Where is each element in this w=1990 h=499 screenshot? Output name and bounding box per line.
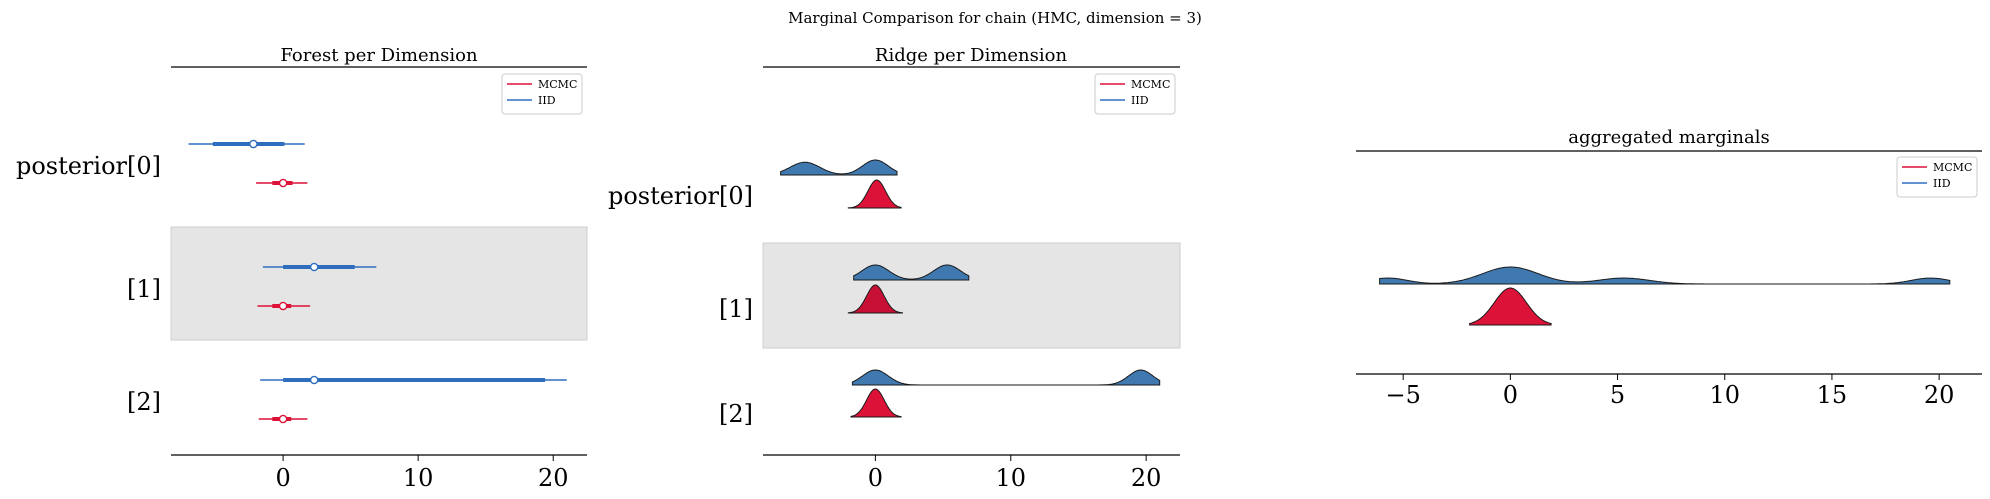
legend-label: MCMC xyxy=(1933,161,1972,174)
panel-title: aggregated marginals xyxy=(1568,127,1769,148)
iid-ridge xyxy=(851,369,1161,386)
x-tick-label: 20 xyxy=(538,464,569,492)
x-tick-label: 5 xyxy=(1610,381,1625,409)
legend-label: MCMC xyxy=(538,78,577,91)
legend-label: MCMC xyxy=(1131,78,1170,91)
row-label: posterior[0] xyxy=(16,152,161,180)
iid-median-point xyxy=(249,139,258,149)
x-tick-label: 0 xyxy=(275,464,290,492)
mcmc-median-point xyxy=(278,414,288,424)
mcmc-ridge xyxy=(1469,287,1552,326)
iid-ridge xyxy=(853,264,970,281)
row-label: posterior[0] xyxy=(608,182,753,210)
panel-title: Ridge per Dimension xyxy=(875,45,1068,66)
mcmc-ridge xyxy=(850,388,902,418)
iid-median-point xyxy=(309,375,319,385)
panel-title: Forest per Dimension xyxy=(280,45,478,66)
mcmc-median-point xyxy=(278,301,288,311)
x-tick-label: 10 xyxy=(1709,381,1740,409)
mcmc-median-point xyxy=(278,178,288,188)
x-tick-label: 0 xyxy=(868,464,883,492)
figure-title: Marginal Comparison for chain (HMC, dime… xyxy=(788,9,1202,27)
row-band xyxy=(170,226,588,341)
x-tick-label: 15 xyxy=(1817,381,1848,409)
legend-label: IID xyxy=(1131,94,1149,107)
ridge-panel: Ridge per Dimension posterior[0] [1] [2] 0… xyxy=(608,45,1181,492)
forest-panel: Forest per Dimension posterior[0][1][2] … xyxy=(16,45,588,492)
x-tick-label: 0 xyxy=(1503,381,1518,409)
aggregated-panel: aggregated marginals −5 0 5 10 15 20 MCMC IID xyxy=(1356,127,1982,409)
mcmc-ridge xyxy=(847,179,902,209)
x-tick-label: 10 xyxy=(995,464,1026,492)
row-label: [1] xyxy=(719,295,753,323)
legend-label: IID xyxy=(1933,177,1951,190)
iid-ridge xyxy=(780,159,898,176)
x-tick-label: −5 xyxy=(1385,381,1420,409)
row-band xyxy=(762,242,1181,349)
row-label: [1] xyxy=(127,275,161,303)
legend-label: IID xyxy=(538,94,556,107)
row-label: [2] xyxy=(719,400,753,428)
x-tick-label: 10 xyxy=(403,464,434,492)
iid-ridge xyxy=(1379,266,1951,285)
x-tick-label: 20 xyxy=(1131,464,1162,492)
row-label: [2] xyxy=(127,388,161,416)
x-tick-label: 20 xyxy=(1924,381,1955,409)
mcmc-ridge xyxy=(847,284,903,314)
iid-median-point xyxy=(309,262,319,272)
